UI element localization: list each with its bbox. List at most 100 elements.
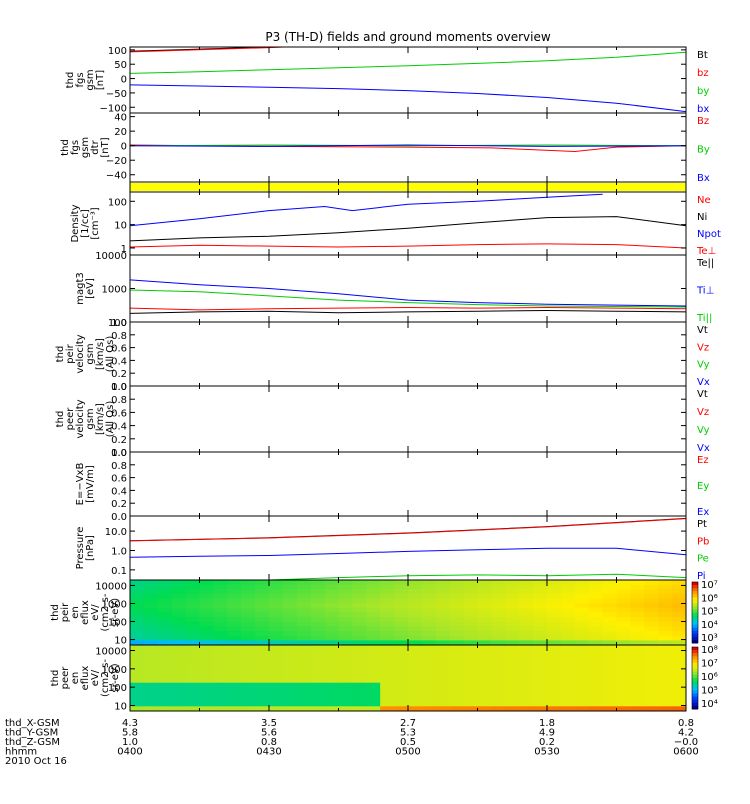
series-line-Ti⊥ bbox=[130, 279, 686, 307]
spectrogram-cell bbox=[560, 692, 576, 698]
spectrogram-cell bbox=[352, 584, 367, 590]
spectrogram-cell bbox=[352, 678, 367, 684]
spectrogram-cell bbox=[380, 701, 395, 707]
spectrogram-cell bbox=[630, 682, 645, 688]
spectrogram-cell bbox=[533, 696, 548, 703]
spectrogram-cell bbox=[130, 706, 145, 711]
spectrogram-cell bbox=[491, 589, 506, 595]
spectrogram-cell bbox=[310, 584, 326, 590]
series-line-Te⊥ bbox=[130, 306, 686, 311]
spectrogram-cell bbox=[505, 687, 520, 693]
spectrogram-cell bbox=[421, 706, 437, 711]
spectrogram-cell bbox=[547, 635, 562, 641]
legend-entry: Bt bbox=[697, 50, 708, 61]
legend-entry: Pi bbox=[697, 571, 706, 582]
spectrogram-cell bbox=[269, 696, 284, 703]
spectrogram-cell bbox=[130, 659, 145, 665]
colorbar-swatch bbox=[692, 612, 698, 616]
spectrogram-cell bbox=[560, 663, 576, 670]
spectrogram-cell bbox=[672, 640, 686, 645]
spectrogram-cell bbox=[352, 589, 367, 595]
spectrogram-cell bbox=[185, 635, 201, 641]
spectrogram-cell bbox=[574, 654, 590, 660]
spectrogram-cell bbox=[588, 593, 604, 600]
spectrogram-cell bbox=[130, 617, 145, 623]
spectrogram-cell bbox=[213, 617, 228, 623]
spectrogram-cell bbox=[616, 687, 631, 693]
spectrogram-cell bbox=[185, 607, 201, 614]
spectrogram-cell bbox=[310, 692, 326, 698]
spectrogram-cell bbox=[644, 673, 659, 679]
spectrogram-cell bbox=[630, 580, 645, 586]
spectrogram-cell bbox=[282, 607, 298, 614]
y-tick-label: 0.1 bbox=[111, 566, 127, 577]
colorbar-tick-label: 10⁶ bbox=[701, 593, 718, 604]
spectrogram-cell bbox=[171, 635, 187, 641]
spectrogram-cell bbox=[352, 682, 367, 688]
spectrogram-cell bbox=[602, 603, 618, 609]
spectrogram-cell bbox=[644, 631, 659, 637]
spectrogram-cell bbox=[477, 696, 492, 703]
spectrogram-cell bbox=[199, 678, 214, 684]
y-axis-label: [km/s] bbox=[95, 338, 106, 370]
spectrogram-cell bbox=[547, 612, 562, 618]
spectrogram-cell bbox=[435, 649, 451, 655]
y-axis-label: gsm bbox=[85, 69, 96, 90]
spectrogram-cell bbox=[672, 668, 686, 674]
spectrogram-cell bbox=[463, 612, 479, 618]
spectrogram-cell bbox=[157, 640, 173, 645]
spectrogram-cell bbox=[616, 678, 631, 684]
spectrogram-cell bbox=[199, 649, 214, 655]
colorbar-swatch bbox=[692, 662, 698, 667]
spectrogram-cell bbox=[269, 659, 284, 665]
spectrogram-cell bbox=[130, 631, 145, 637]
spectrogram-cell bbox=[421, 678, 437, 684]
colorbar-swatch bbox=[692, 588, 698, 592]
spectrogram-cell bbox=[213, 640, 228, 645]
spectrogram-cell bbox=[143, 649, 159, 655]
spectrogram-cell bbox=[296, 584, 312, 590]
series-line-Pb bbox=[130, 518, 686, 542]
colorbar-swatch bbox=[692, 609, 698, 613]
spectrogram-cell bbox=[533, 678, 548, 684]
colorbar-swatch bbox=[692, 671, 698, 676]
colorbar-swatch bbox=[692, 659, 698, 663]
spectrogram-cell bbox=[366, 687, 381, 693]
spectrogram-cell bbox=[269, 663, 284, 670]
spectrogram-cell bbox=[519, 603, 534, 609]
spectrogram-cell bbox=[269, 593, 284, 600]
ephemeris-value: 0.8 bbox=[261, 737, 277, 748]
spectrogram-cell bbox=[380, 580, 395, 586]
spectrogram-cell bbox=[394, 589, 409, 595]
spectrogram-cell bbox=[157, 659, 173, 665]
spectrogram-cell bbox=[463, 580, 479, 586]
spectrogram-cell bbox=[616, 598, 631, 604]
spectrogram-cell bbox=[658, 607, 673, 614]
spectrogram-cell bbox=[672, 593, 686, 600]
panel-pressure: 10.0 1.0 0.1 Pressure [nPa] Pt Pb Pe Pi bbox=[75, 515, 709, 582]
spectrogram-cell bbox=[296, 692, 312, 698]
spectrogram-cell bbox=[630, 678, 645, 684]
spectrogram-cell bbox=[282, 635, 298, 641]
spectrogram-cell bbox=[171, 589, 187, 595]
spectrogram-cell bbox=[143, 678, 159, 684]
spectrogram-cell bbox=[338, 701, 353, 707]
ephemeris-value: 4.9 bbox=[539, 728, 555, 739]
spectrogram-cell bbox=[241, 668, 256, 674]
spectrogram-cell bbox=[533, 631, 548, 637]
spectrogram-cell bbox=[421, 612, 437, 618]
spectrogram-cell bbox=[296, 626, 312, 632]
y-tick-label: 20 bbox=[114, 127, 127, 138]
spectrogram-cell bbox=[449, 682, 465, 688]
spectrogram-cell bbox=[421, 617, 437, 623]
y-axis-label: en bbox=[70, 606, 81, 619]
spectrogram-cell bbox=[130, 654, 145, 660]
spectrogram-cell bbox=[157, 631, 173, 637]
y-axis-label: gsm bbox=[85, 343, 96, 364]
spectrogram-cell bbox=[519, 668, 534, 674]
spectrogram-cell bbox=[338, 682, 353, 688]
spectrogram-cell bbox=[157, 668, 173, 674]
series-line-bx bbox=[130, 84, 686, 113]
